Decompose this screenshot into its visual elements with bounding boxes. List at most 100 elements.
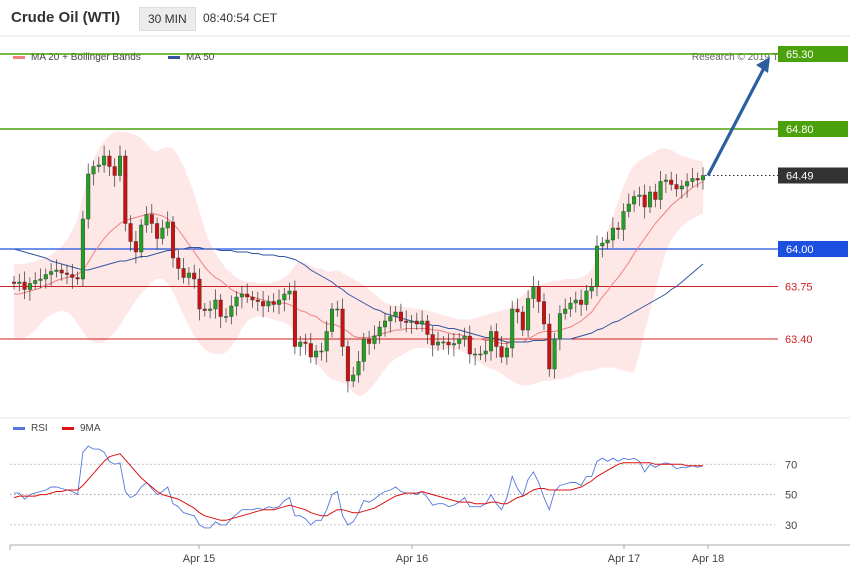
candle-body [298, 341, 303, 347]
candle-body [271, 301, 276, 305]
candle-body [637, 194, 642, 197]
rsi-swatch [13, 426, 25, 430]
candle-body [49, 271, 54, 275]
candle-body [579, 299, 584, 305]
candle-body [59, 269, 64, 274]
candle-body [70, 274, 75, 278]
candle-body [690, 178, 695, 182]
candle-body [446, 341, 451, 346]
candle-body [245, 293, 250, 298]
research-credit: Research © 2019 Trading Central [691, 52, 841, 63]
candle-body [303, 341, 308, 344]
legend-9ma: 9MA [62, 423, 101, 434]
candle-body [282, 293, 287, 301]
candle-body [616, 227, 621, 230]
candle-body [223, 316, 228, 318]
rsi-panel: 70 50 30 [0, 417, 850, 532]
candle-body [663, 179, 668, 182]
level-tag-64.00 [778, 241, 848, 257]
ma50-line [13, 247, 704, 343]
candle-body [648, 191, 653, 208]
candle-body [398, 311, 403, 322]
level-label-64.49: 64.49 [786, 171, 814, 183]
candle-body [600, 242, 605, 247]
candle-body [669, 179, 674, 185]
candle-body [457, 338, 462, 344]
level-label-64.80: 64.80 [786, 124, 814, 136]
candle-body [542, 301, 547, 325]
arrow-shaft [706, 67, 766, 177]
ma20-line [14, 181, 704, 344]
ma20-swatch [13, 55, 25, 59]
rsi-tick-30: 30 [785, 520, 797, 532]
candle-body [573, 299, 578, 304]
rsi-series-9MA [13, 453, 703, 521]
candle-body [425, 320, 430, 335]
candle-body [314, 350, 319, 358]
rsi-tick-50: 50 [785, 490, 797, 502]
candle-body [144, 214, 149, 226]
time-axis: Apr 15 Apr 16 Apr 17 Apr 18 [9, 544, 850, 565]
legend-ma50: MA 50 [168, 52, 214, 63]
candle-body [208, 308, 213, 311]
candle-body [489, 331, 494, 352]
candle-body [186, 272, 191, 278]
candle-body [96, 164, 101, 167]
candle-body [526, 298, 531, 331]
candle-body [86, 173, 91, 220]
candle-body [102, 155, 107, 166]
candle-body [324, 331, 329, 352]
candle-body [17, 281, 22, 284]
candle-body [277, 299, 282, 305]
bollinger-band [14, 132, 703, 396]
candle-body [462, 335, 467, 340]
candle-body [536, 286, 541, 302]
candle-body [441, 341, 446, 344]
candle-body [234, 296, 239, 307]
candle-body [160, 227, 165, 239]
level-label-65.30: 65.30 [786, 49, 814, 61]
level-tag-65.30 [778, 46, 848, 62]
candle-body [192, 272, 197, 280]
candle-body [112, 166, 117, 176]
candle-body [483, 350, 488, 355]
level-labels: 65.30 64.80 64.49 64.00 63.75 63.40 [778, 46, 848, 346]
candle-body [351, 374, 356, 382]
candle-body [165, 221, 170, 229]
candle-body [478, 353, 483, 356]
candle-body [584, 290, 589, 305]
candle-body [494, 331, 499, 347]
candle-body [653, 191, 658, 200]
candle-body [467, 335, 472, 355]
candle-body [54, 269, 59, 272]
candle-body [181, 268, 186, 278]
candle-body [356, 361, 361, 376]
candle-body [255, 299, 260, 302]
candle-body [149, 214, 154, 224]
candle-body [430, 334, 435, 346]
timeframe-button[interactable]: 30 MIN [139, 7, 196, 31]
time-label-1: Apr 16 [396, 553, 428, 565]
ma9-legend-label: 9MA [80, 423, 101, 434]
candle-body [197, 278, 202, 310]
candle-body [43, 274, 48, 280]
ma20-legend-label: MA 20 + Bollinger Bands [31, 52, 141, 63]
ma9-swatch [62, 426, 74, 430]
candle-body [176, 257, 181, 269]
candle-body [202, 308, 207, 311]
candle-body [91, 166, 96, 175]
candle-body [64, 272, 69, 275]
time-label-0: Apr 15 [183, 553, 215, 565]
level-label-63.40: 63.40 [785, 334, 813, 346]
candle-body [308, 343, 313, 358]
candle-body [685, 181, 690, 187]
candle-body [674, 184, 679, 190]
candle-body [547, 323, 552, 370]
candle-body [499, 346, 504, 358]
candle-body [701, 175, 706, 181]
candle-body [404, 320, 409, 323]
candle-body [388, 316, 393, 322]
ma50-swatch [168, 55, 180, 59]
arrow-head [756, 57, 770, 73]
price-levels [0, 53, 778, 340]
